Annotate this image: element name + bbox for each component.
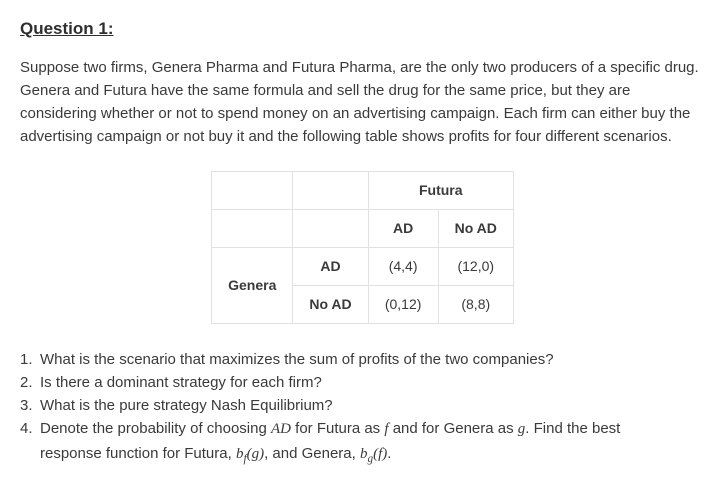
q4-end: . — [387, 445, 391, 462]
payoff-cell: (4,4) — [368, 247, 438, 285]
empty-cell — [293, 209, 368, 247]
empty-cell — [293, 171, 368, 209]
col-player-header: Futura — [368, 171, 513, 209]
empty-cell — [212, 171, 293, 209]
empty-cell — [212, 209, 293, 247]
q4-bg-arg: (f) — [373, 446, 387, 462]
q3-number: 3. — [20, 394, 40, 417]
question-3: 3. What is the pure strategy Nash Equili… — [20, 394, 705, 417]
q4-text-line2: response function for Futura, bf(g), and… — [20, 442, 705, 468]
q3-text: What is the pure strategy Nash Equilibri… — [40, 394, 333, 417]
q4-mid2: and for Genera as — [389, 420, 518, 437]
question-2: 2. Is there a dominant strategy for each… — [20, 371, 705, 394]
intro-paragraph: Suppose two firms, Genera Pharma and Fut… — [20, 56, 705, 149]
q4-mid1: for Futura as — [291, 420, 384, 437]
q4-bf-arg: (g) — [247, 446, 265, 462]
q4-text-line1: Denote the probability of choosing AD fo… — [40, 417, 620, 441]
question-1: 1. What is the scenario that maximizes t… — [20, 348, 705, 371]
q1-number: 1. — [20, 348, 40, 371]
q2-text: Is there a dominant strategy for each fi… — [40, 371, 322, 394]
col-strategy-noad: No AD — [438, 209, 513, 247]
q1-text: What is the scenario that maximizes the … — [40, 348, 554, 371]
row-strategy-ad: AD — [293, 247, 368, 285]
row-player-header: Genera — [212, 247, 293, 323]
payoff-cell: (0,12) — [368, 285, 438, 323]
payoff-table-container: Futura AD No AD Genera AD (4,4) (12,0) N… — [20, 171, 705, 324]
question-title: Question 1: — [20, 16, 705, 42]
row-strategy-noad: No AD — [293, 285, 368, 323]
q4-line2a: response function for Futura, — [40, 445, 236, 462]
question-list: 1. What is the scenario that maximizes t… — [20, 348, 705, 468]
col-strategy-ad: AD — [368, 209, 438, 247]
q4-number: 4. — [20, 417, 40, 441]
payoff-table: Futura AD No AD Genera AD (4,4) (12,0) N… — [211, 171, 514, 324]
q4-pre: Denote the probability of choosing — [40, 420, 271, 437]
q4-var-ad: AD — [271, 421, 291, 437]
payoff-cell: (12,0) — [438, 247, 513, 285]
payoff-cell: (8,8) — [438, 285, 513, 323]
q2-number: 2. — [20, 371, 40, 394]
question-4: 4. Denote the probability of choosing AD… — [20, 417, 705, 441]
q4-and: , and Genera, — [264, 445, 360, 462]
q4-mid3: . Find the best — [525, 420, 620, 437]
